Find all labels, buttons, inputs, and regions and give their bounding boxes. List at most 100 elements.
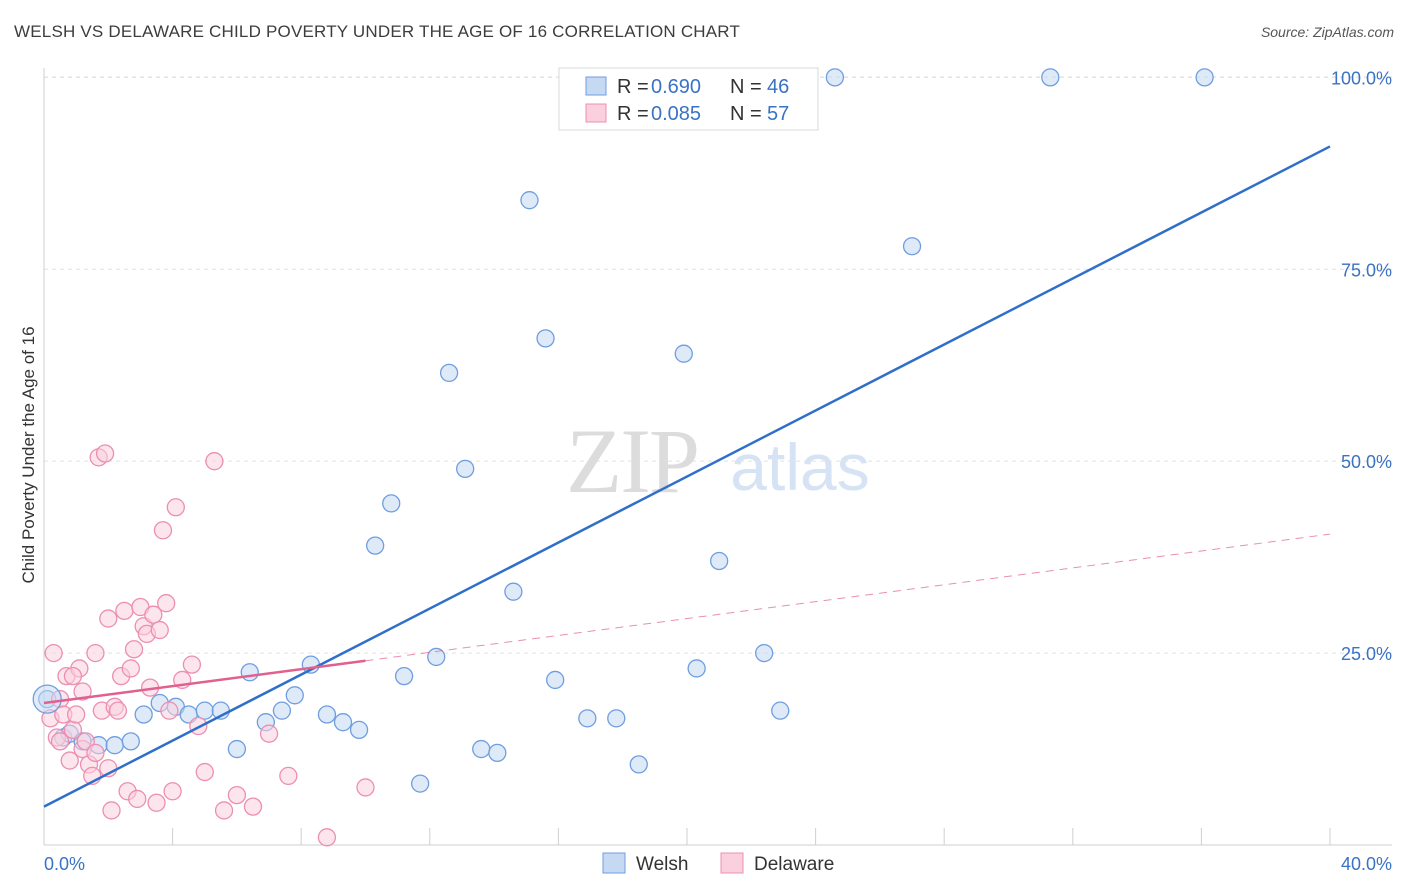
legend-n-label-delaware: N =: [730, 103, 762, 125]
chart-title: WELSH VS DELAWARE CHILD POVERTY UNDER TH…: [14, 22, 741, 41]
point-welsh: [607, 709, 626, 728]
point-welsh: [488, 743, 507, 763]
point-delaware: [214, 801, 234, 820]
series-legend-swatch-welsh: [602, 852, 626, 874]
legend-swatch-welsh: [585, 76, 607, 96]
point-delaware: [259, 724, 279, 743]
axes: [43, 68, 1392, 846]
point-delaware: [108, 701, 128, 720]
point-delaware: [121, 659, 140, 678]
legend-n-value-delaware: 57: [767, 103, 789, 125]
point-delaware: [227, 785, 247, 805]
point-welsh: [333, 713, 353, 732]
trend-lines: [43, 145, 1331, 808]
point-welsh: [105, 736, 124, 755]
point-welsh: [755, 643, 774, 663]
point-welsh: [825, 68, 845, 87]
point-welsh: [195, 701, 214, 720]
point-welsh: [121, 732, 140, 751]
watermark-zip: ZIP: [566, 410, 698, 512]
point-delaware: [356, 778, 375, 797]
point-delaware: [102, 801, 121, 820]
legend-r-value-welsh: 0.690: [651, 76, 701, 98]
point-welsh: [771, 701, 790, 720]
point-delaware: [166, 498, 185, 517]
y-tick-label: 100.0%: [1331, 68, 1392, 88]
point-delaware: [243, 797, 263, 816]
point-welsh: [674, 344, 693, 363]
point-welsh: [317, 705, 337, 724]
point-welsh: [472, 739, 491, 759]
point-delaware: [67, 705, 86, 724]
trend-line-delaware: [43, 659, 366, 705]
point-delaware: [195, 762, 214, 782]
point-welsh: [394, 666, 414, 686]
point-welsh: [1041, 68, 1060, 87]
point-delaware: [63, 666, 83, 686]
point-welsh: [439, 363, 459, 383]
point-welsh: [349, 720, 369, 740]
point-welsh: [1195, 68, 1214, 87]
point-welsh: [365, 536, 385, 555]
y-tick-label: 25.0%: [1341, 644, 1392, 664]
point-delaware: [128, 789, 147, 809]
point-welsh: [536, 329, 555, 348]
data-points: [32, 68, 1214, 847]
point-delaware: [153, 521, 173, 540]
legend-r-label-welsh: R =: [617, 76, 649, 98]
watermark: ZIP atlas: [566, 410, 870, 512]
point-delaware: [205, 452, 224, 471]
point-delaware: [150, 620, 169, 640]
point-delaware: [95, 444, 115, 463]
legend-r-value-delaware: 0.085: [651, 103, 701, 125]
point-delaware: [147, 793, 166, 812]
series-legend-label-delaware: Delaware: [754, 854, 834, 875]
series-legend-label-welsh: Welsh: [636, 854, 688, 875]
legend-n-label-welsh: N =: [730, 76, 762, 98]
x-tick-label: 0.0%: [44, 854, 85, 874]
point-delaware: [86, 643, 105, 663]
point-welsh: [578, 709, 597, 728]
point-welsh: [411, 774, 430, 793]
point-welsh: [227, 739, 247, 759]
tick-labels: 25.0% 50.0% 75.0% 100.0% 0.0% 40.0%: [44, 68, 1392, 874]
stats-legend: R = 0.690 N = 46 R = 0.085 N = 57: [558, 67, 819, 131]
trend-line-welsh: [43, 145, 1331, 808]
point-welsh: [520, 191, 539, 210]
point-welsh: [134, 705, 153, 724]
point-delaware: [44, 643, 63, 663]
point-delaware: [157, 594, 176, 613]
point-delaware: [163, 782, 182, 801]
point-welsh: [504, 582, 523, 601]
point-delaware: [124, 640, 144, 659]
point-welsh: [546, 670, 565, 690]
y-axis-title: Child Poverty Under the Age of 16: [19, 326, 38, 583]
point-delaware: [50, 732, 70, 751]
point-welsh: [456, 459, 475, 479]
point-welsh: [285, 686, 304, 705]
legend-r-label-delaware: R =: [617, 103, 649, 125]
watermark-atlas: atlas: [730, 430, 869, 504]
point-delaware: [115, 601, 134, 621]
point-welsh: [272, 701, 292, 720]
series-legend: Welsh Delaware: [602, 852, 834, 875]
point-welsh: [687, 659, 706, 678]
point-delaware: [60, 751, 79, 770]
point-welsh: [629, 755, 648, 774]
point-welsh: [710, 551, 729, 571]
legend-n-value-welsh: 46: [767, 76, 789, 98]
x-tick-label: 40.0%: [1341, 854, 1392, 874]
point-welsh: [240, 663, 259, 682]
point-welsh-large: [32, 684, 62, 714]
legend-swatch-delaware: [585, 103, 607, 123]
point-welsh: [902, 237, 922, 256]
point-delaware: [317, 828, 337, 847]
point-delaware: [99, 609, 118, 628]
y-tick-label: 75.0%: [1341, 260, 1392, 280]
y-tick-label: 50.0%: [1341, 452, 1392, 472]
point-delaware: [182, 655, 202, 674]
chart-source: Source: ZipAtlas.com: [1260, 24, 1394, 40]
point-delaware: [160, 701, 179, 720]
point-welsh: [382, 494, 401, 513]
